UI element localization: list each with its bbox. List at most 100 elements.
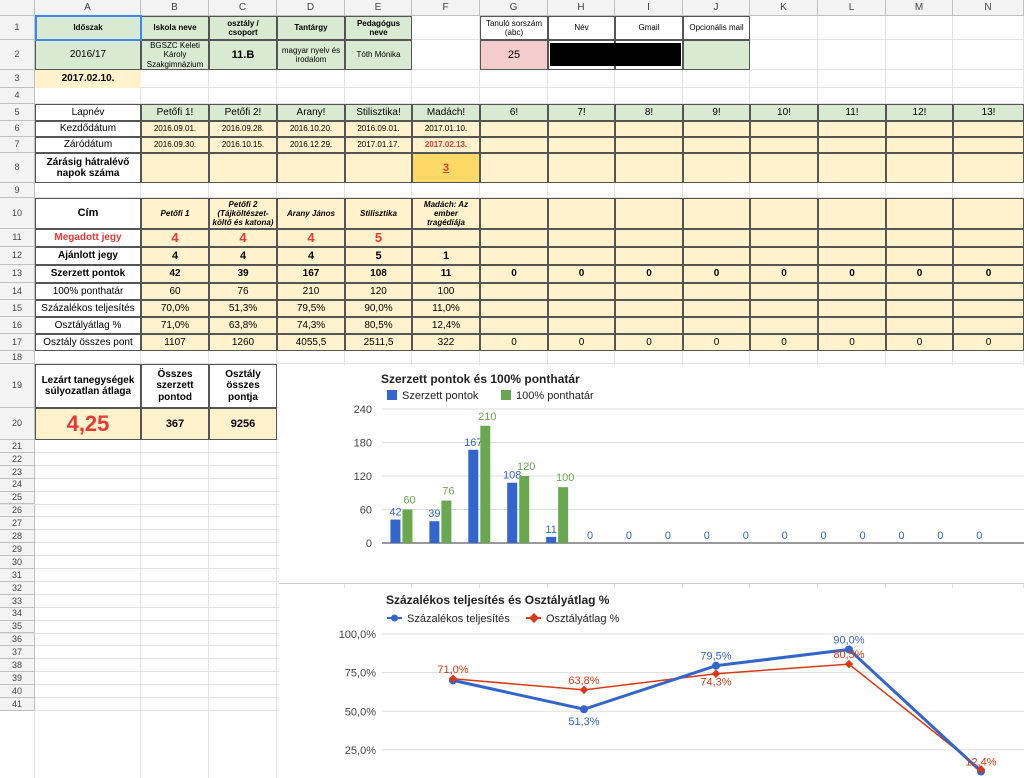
atlag-cell[interactable] — [953, 317, 1024, 334]
label-szerzett[interactable]: Szerzett pontok — [35, 265, 141, 283]
sheet-name-cell[interactable]: 8! — [615, 104, 683, 121]
megadott-cell[interactable] — [412, 229, 480, 247]
column-header[interactable]: F — [412, 0, 480, 16]
header-osztaly[interactable]: osztály / csoport — [209, 16, 277, 40]
ajanlott-cell[interactable]: 5 — [345, 247, 412, 265]
zaro-cell[interactable]: 2016.09.30. — [141, 137, 209, 153]
szerzett-cell[interactable]: 0 — [615, 265, 683, 283]
hatralevo-cell[interactable] — [141, 153, 209, 183]
atlag-cell[interactable] — [683, 317, 750, 334]
szerzett-cell[interactable]: 0 — [886, 265, 953, 283]
szazalekos-cell[interactable] — [886, 300, 953, 317]
row-header[interactable]: 3 — [0, 70, 35, 88]
megadott-cell[interactable]: 5 — [345, 229, 412, 247]
row-header[interactable]: 23 — [0, 465, 35, 479]
szerzett-cell[interactable]: 0 — [818, 265, 886, 283]
zaro-cell[interactable] — [818, 137, 886, 153]
row-header[interactable]: 30 — [0, 556, 35, 569]
kezdo-cell[interactable] — [750, 121, 818, 137]
osszes-cell[interactable]: 0 — [750, 334, 818, 351]
ponthatar-cell[interactable]: 210 — [277, 283, 345, 300]
row-header[interactable]: 12 — [0, 247, 35, 265]
szerzett-cell[interactable]: 0 — [750, 265, 818, 283]
hatralevo-cell[interactable] — [683, 153, 750, 183]
hatralevo-cell[interactable] — [548, 153, 615, 183]
kezdo-cell[interactable]: 2016.09.01. — [345, 121, 412, 137]
osztaly-label[interactable]: Osztály összes pontja — [209, 364, 277, 408]
sheet-name-cell[interactable]: 6! — [480, 104, 548, 121]
osztaly-value[interactable]: 11.B — [209, 40, 277, 70]
header-nev[interactable]: Név — [548, 16, 615, 40]
column-header[interactable]: M — [886, 0, 953, 16]
row-header[interactable]: 39 — [0, 672, 35, 686]
header-mail[interactable]: Opcionális mail — [683, 16, 750, 40]
row-header[interactable]: 9 — [0, 183, 35, 198]
ponthatar-cell[interactable]: 120 — [345, 283, 412, 300]
label-hatralevo[interactable]: Zárásig hátralévő napok száma — [35, 153, 141, 183]
osszes-cell[interactable]: 1107 — [141, 334, 209, 351]
megadott-cell[interactable] — [750, 229, 818, 247]
hatralevo-cell[interactable] — [750, 153, 818, 183]
label-zaro[interactable]: Záródátum — [35, 137, 141, 153]
cim-cell[interactable] — [480, 198, 548, 229]
row-header[interactable]: 1 — [0, 16, 35, 40]
ponthatar-cell[interactable] — [818, 283, 886, 300]
szerzett-cell[interactable]: 167 — [277, 265, 345, 283]
osszes-cell[interactable]: 1260 — [209, 334, 277, 351]
osszes-cell[interactable]: 4055,5 — [277, 334, 345, 351]
megadott-cell[interactable]: 4 — [209, 229, 277, 247]
column-header[interactable]: K — [750, 0, 818, 16]
cim-cell[interactable] — [953, 198, 1024, 229]
ponthatar-cell[interactable] — [750, 283, 818, 300]
osszes-cell[interactable]: 0 — [480, 334, 548, 351]
zaro-cell[interactable] — [750, 137, 818, 153]
label-szazalekos[interactable]: Százalékos teljesítés — [35, 300, 141, 317]
zaro-cell[interactable] — [683, 137, 750, 153]
row-header[interactable]: 28 — [0, 530, 35, 544]
mail-value[interactable] — [683, 40, 750, 70]
kezdo-cell[interactable] — [886, 121, 953, 137]
lezart-value[interactable]: 4,25 — [35, 408, 141, 440]
label-cim[interactable]: Cím — [35, 198, 141, 229]
header-tanulo[interactable]: Tanuló sorszám (abc) — [480, 16, 548, 40]
cim-cell[interactable] — [683, 198, 750, 229]
ajanlott-cell[interactable] — [886, 247, 953, 265]
ajanlott-cell[interactable] — [683, 247, 750, 265]
szerzett-cell[interactable]: 11 — [412, 265, 480, 283]
row-header[interactable]: 40 — [0, 685, 35, 698]
header-gmail[interactable]: Gmail — [615, 16, 683, 40]
szazalekos-cell[interactable]: 90,0% — [345, 300, 412, 317]
ajanlott-cell[interactable] — [480, 247, 548, 265]
row-header[interactable]: 27 — [0, 517, 35, 531]
select-all-corner[interactable] — [0, 0, 35, 16]
ponthatar-cell[interactable] — [480, 283, 548, 300]
label-ajanlott[interactable]: Ajánlott jegy — [35, 247, 141, 265]
osszes-cell[interactable]: 0 — [548, 334, 615, 351]
kezdo-cell[interactable] — [683, 121, 750, 137]
megadott-cell[interactable] — [548, 229, 615, 247]
row-header[interactable]: 6 — [0, 121, 35, 137]
zaro-cell[interactable]: 2016.12.29. — [277, 137, 345, 153]
megadott-cell[interactable] — [683, 229, 750, 247]
osszes-cell[interactable]: 322 — [412, 334, 480, 351]
row-header[interactable]: 36 — [0, 633, 35, 647]
hatralevo-cell[interactable] — [818, 153, 886, 183]
megadott-cell[interactable] — [480, 229, 548, 247]
column-header[interactable]: L — [818, 0, 886, 16]
cim-cell[interactable]: Madách: Az ember tragédiája — [412, 198, 480, 229]
megadott-cell[interactable] — [615, 229, 683, 247]
row-header[interactable]: 24 — [0, 478, 35, 492]
sheet-name-cell[interactable]: Arany! — [277, 104, 345, 121]
label-kezdo[interactable]: Kezdődátum — [35, 121, 141, 137]
atlag-cell[interactable] — [480, 317, 548, 334]
tanulo-value[interactable]: 25 — [480, 40, 548, 70]
kezdo-cell[interactable] — [548, 121, 615, 137]
header-tantargy[interactable]: Tantárgy — [277, 16, 345, 40]
hatralevo-cell[interactable] — [480, 153, 548, 183]
szerzett-cell[interactable]: 42 — [141, 265, 209, 283]
ajanlott-cell[interactable] — [750, 247, 818, 265]
label-osszes[interactable]: Osztály összes pont — [35, 334, 141, 351]
ponthatar-cell[interactable] — [615, 283, 683, 300]
row-header[interactable]: 19 — [0, 364, 35, 408]
